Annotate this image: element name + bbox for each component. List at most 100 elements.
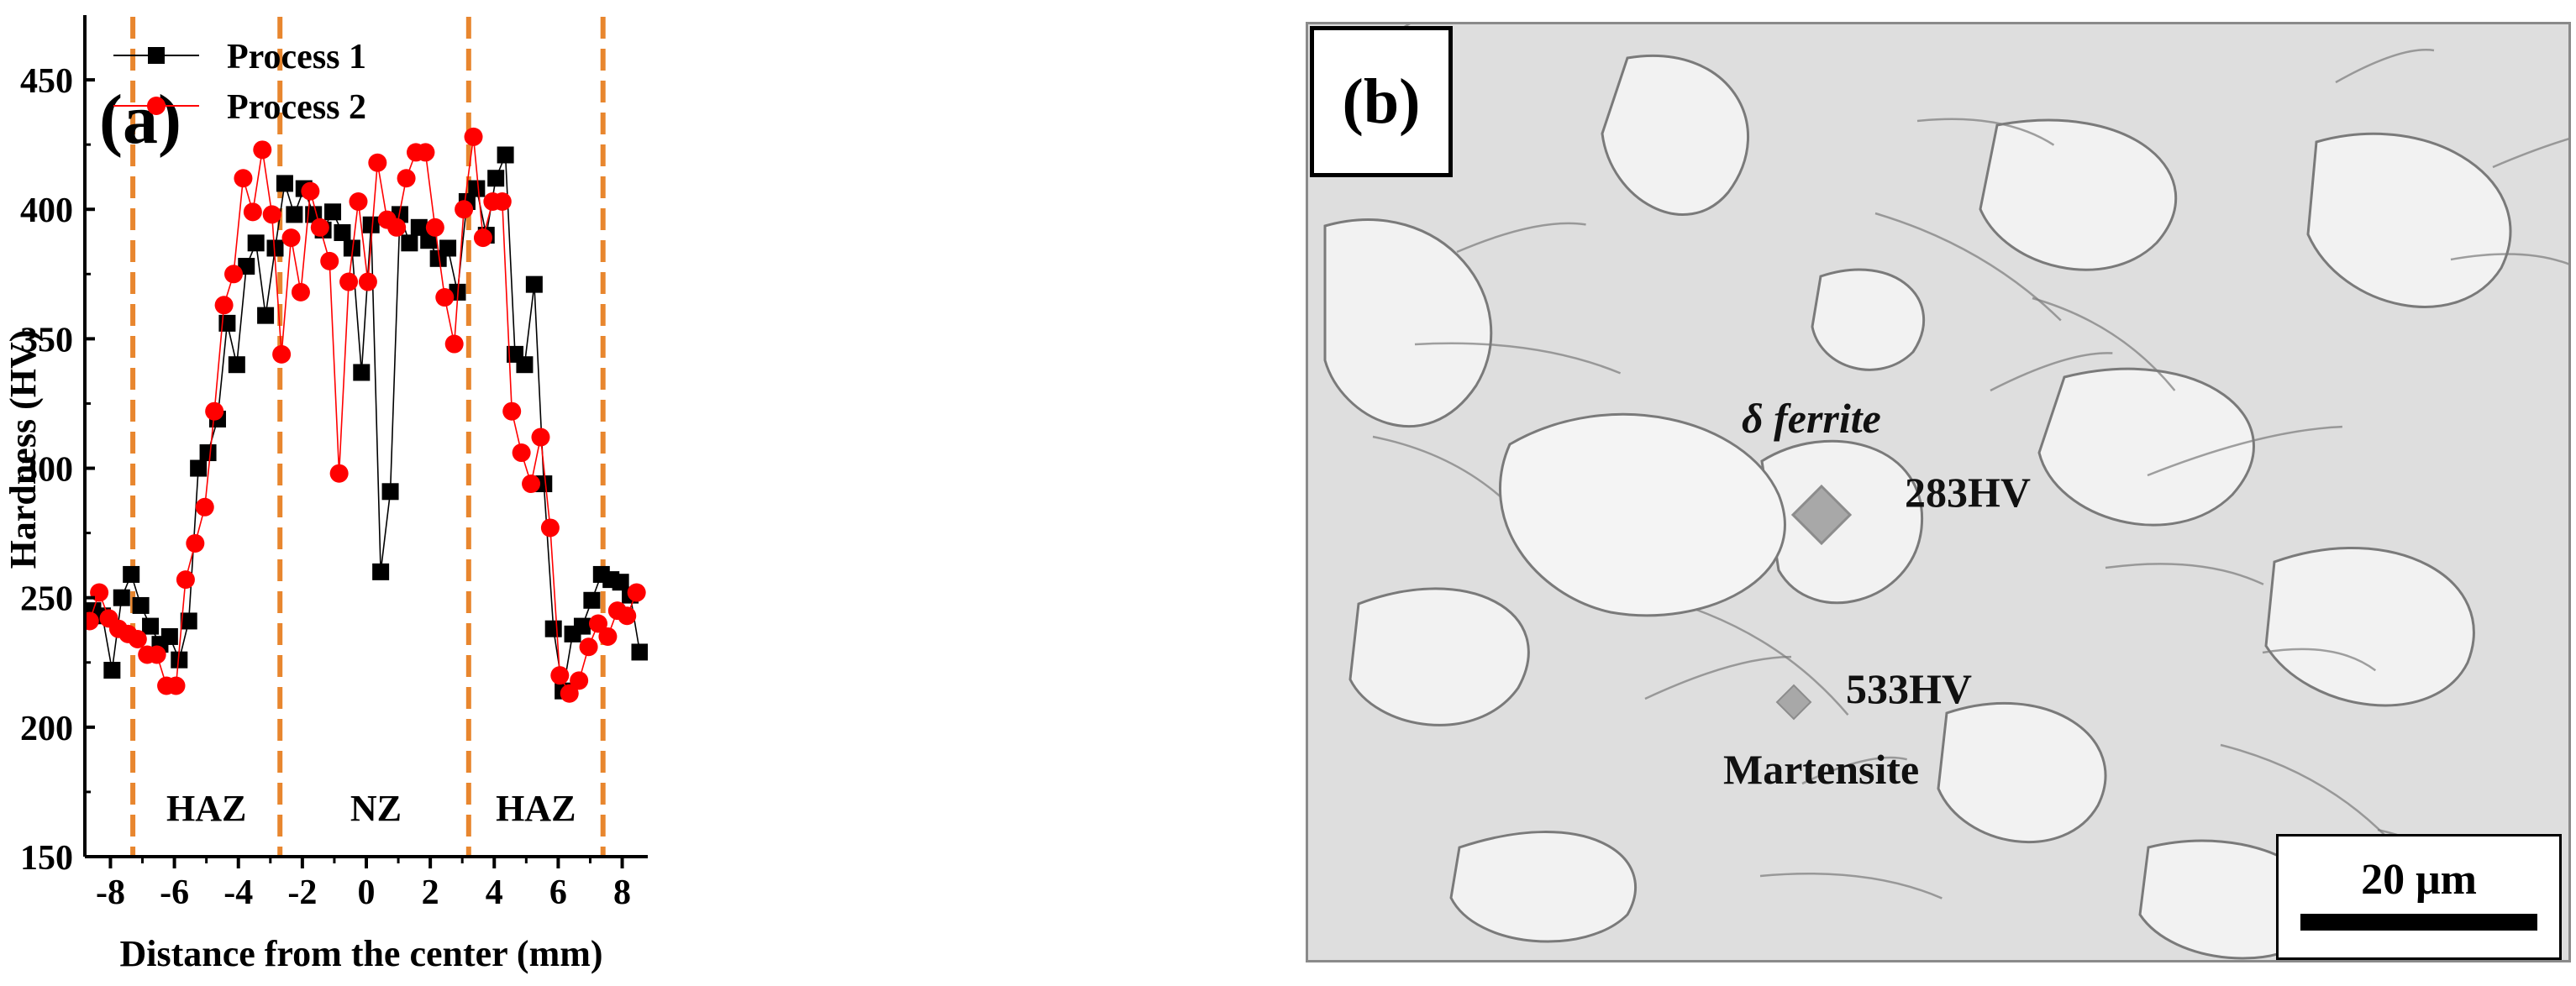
series-1-point-36 — [425, 218, 444, 237]
series-0-point-25 — [324, 203, 342, 221]
series-0-point-4 — [123, 565, 140, 583]
series-0-point-34 — [410, 218, 428, 236]
legend-label-0: Process 1 — [227, 38, 366, 76]
series-0-point-47 — [535, 475, 553, 493]
series-1-point-54 — [598, 627, 618, 646]
lath-streak-16 — [1990, 352, 2113, 392]
y-tick-label-0: 150 — [20, 839, 73, 878]
x-tick-label-0: -8 — [96, 873, 125, 912]
x-tick-label-8: 8 — [613, 873, 631, 912]
series-0-point-18 — [257, 307, 275, 324]
series-1-point-7 — [147, 645, 166, 664]
series-0-point-21 — [286, 206, 303, 223]
series-0-point-31 — [381, 483, 399, 501]
series-1-point-27 — [339, 272, 359, 291]
series-0-point-3 — [113, 589, 130, 606]
series-0-point-28 — [353, 364, 371, 381]
series-1-point-21 — [281, 228, 301, 248]
x-tick-label-4: 0 — [358, 873, 376, 912]
lath-streak-15 — [1874, 212, 2062, 322]
series-0-point-20 — [276, 175, 293, 192]
lath-streak-14 — [1759, 873, 1943, 899]
zone-label-1: NZ — [350, 788, 402, 829]
series-1-point-39 — [455, 200, 474, 219]
series-1-point-11 — [186, 533, 205, 553]
series-1-point-41 — [473, 228, 492, 248]
ferrite-island-6 — [1979, 118, 2178, 271]
y-tick-label-3: 300 — [20, 451, 73, 490]
indent-533 — [1775, 684, 1812, 721]
lath-streak-4 — [1801, 756, 1908, 785]
series-1-point-53 — [588, 614, 607, 633]
scale-bar-line — [2300, 914, 2537, 931]
hardness-chart: HAZ NZ HAZ 150 200 250 300 350 400 450 -8 -6 -4 -2 0 2… — [3, 15, 648, 974]
series-1-point-50 — [560, 684, 579, 703]
x-tick-label-1: -6 — [160, 873, 189, 912]
series-layer — [85, 127, 648, 703]
series-1-point-45 — [512, 443, 531, 463]
series-1-point-52 — [579, 637, 598, 657]
lath-streak-6 — [2032, 296, 2176, 391]
series-1-point-5 — [128, 630, 147, 649]
series-1-point-33 — [397, 169, 416, 188]
indent-283 — [1790, 484, 1853, 546]
tick-labels: 150 200 250 300 350 400 450 -8 -6 -4 -2 0 2 4 6 8 — [20, 62, 631, 912]
lath-streak-10 — [2492, 138, 2568, 169]
series-0-point-43 — [497, 146, 514, 164]
series-1-point-0 — [85, 611, 99, 631]
y-tick-label-5: 400 — [20, 191, 73, 230]
series-1-point-43 — [492, 191, 512, 211]
series-0-point-46 — [525, 275, 543, 293]
delta-ferrite-label: δ ferrite — [1742, 395, 1881, 442]
ferrite-island-10 — [1937, 701, 2107, 843]
series-1-point-51 — [570, 671, 589, 690]
series-1-point-26 — [329, 464, 349, 483]
series-0-point-9 — [171, 651, 188, 669]
series-1-point-15 — [224, 265, 244, 284]
y-tick-label-4: 350 — [20, 321, 73, 359]
series-0-point-52 — [583, 591, 601, 609]
series-0-point-12 — [199, 444, 217, 462]
hardness-283-label: 283HV — [1905, 469, 2031, 516]
lath-streak-8 — [2262, 648, 2377, 672]
ferrite-island-7 — [2037, 367, 2255, 527]
series-0-point-51 — [573, 617, 591, 635]
series-1-point-46 — [522, 475, 541, 494]
series-1-point-44 — [502, 401, 522, 421]
series-0-point-5 — [132, 596, 150, 614]
x-axis-title: Distance from the center (mm) — [119, 933, 602, 974]
zone-label-2: HAZ — [496, 788, 576, 829]
y-tick-label-1: 200 — [20, 710, 73, 748]
ferrite-island-8 — [2306, 132, 2512, 308]
ferrite-island-9 — [2264, 546, 2475, 707]
series-0-point-55 — [612, 574, 629, 591]
series-1-point-28 — [349, 191, 368, 211]
martensite-label: Martensite — [1723, 746, 1920, 793]
panel-label-a: (a) — [99, 81, 181, 159]
series-1-point-29 — [358, 272, 377, 291]
ferrite-island-5 — [1811, 268, 1925, 371]
series-0-point-26 — [334, 223, 351, 241]
hardness-533-label: 533HV — [1846, 665, 1972, 712]
series-1-point-30 — [368, 153, 387, 172]
y-tick-label-2: 250 — [20, 580, 73, 619]
series-1-point-25 — [320, 251, 339, 270]
series-1-point-12 — [195, 497, 214, 517]
panel-label-b: (b) — [1310, 26, 1453, 177]
series-0-point-42 — [487, 170, 505, 187]
legend-label-1: Process 2 — [227, 88, 366, 127]
x-tick-label-3: -2 — [287, 873, 317, 912]
series-0-point-10 — [180, 612, 197, 630]
series-1-point-19 — [262, 205, 281, 224]
legend: Process 1 Process 2 — [113, 38, 366, 127]
lath-streak-19 — [2335, 49, 2435, 84]
scale-bar: 20 μm — [2276, 834, 2562, 960]
lath-streak-7 — [2147, 425, 2342, 477]
series-1-point-13 — [205, 401, 224, 421]
series-0-point-37 — [439, 239, 457, 257]
lath-streak-5 — [1916, 118, 2055, 146]
series-0-point-15 — [228, 356, 245, 374]
series-1-point-47 — [531, 427, 550, 447]
series-0-point-30 — [372, 563, 390, 580]
series-0-point-57 — [631, 643, 648, 661]
